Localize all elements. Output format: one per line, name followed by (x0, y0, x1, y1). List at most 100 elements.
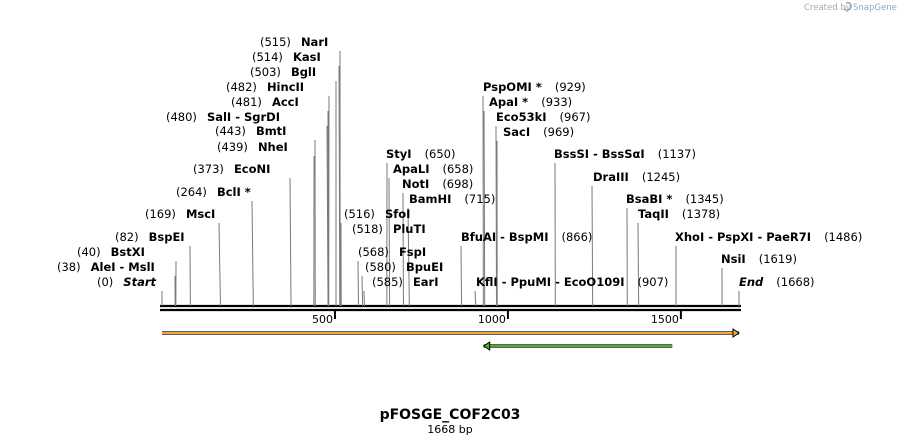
site-line-bcli (251, 200, 254, 307)
site-position: (40) (77, 245, 101, 259)
enzyme-name: StyI (386, 147, 412, 161)
site-line-econi (289, 177, 292, 307)
enzyme-name: XhoI - PspXI - PaeR7I (675, 230, 811, 244)
enzyme-name: BstXI (111, 245, 145, 259)
site-eari[interactable]: (585) EarI (372, 275, 439, 289)
site-bfuai-bspmi[interactable]: BfuAI - BspMI (866) (461, 230, 592, 244)
site-end[interactable]: End (1668) (739, 275, 815, 289)
site-xhoi-pspxi-paer7i[interactable]: XhoI - PspXI - PaeR7I (1486) (675, 230, 862, 244)
site-line-bamhi (407, 207, 410, 307)
enzyme-name: AccI (272, 95, 299, 109)
axis-tick-label: 1500 (651, 313, 679, 326)
site-econi[interactable]: (373) EcoNI (193, 162, 270, 176)
site-bsssi-bsss-i[interactable]: BssSI - BssSαI (1137) (554, 147, 696, 161)
enzyme-name: DraIII (593, 170, 629, 184)
enzyme-name: EcoNI (234, 162, 270, 176)
site-position: (580) (365, 260, 396, 274)
enzyme-name: SfoI (385, 207, 410, 221)
site-position: (658) (443, 162, 474, 176)
enzyme-name: BmtI (256, 124, 287, 138)
site-position: (650) (425, 147, 456, 161)
credit-brand: SnapGene (853, 3, 897, 13)
site-acci[interactable]: (481) AccI (231, 95, 299, 109)
site-kfli-ppumi-ecoo109i[interactable]: KflI - PpuMI - EcoO109I (907) (476, 275, 668, 289)
site-position: (439) (217, 140, 248, 154)
site-bamhi[interactable]: BamHI (715) (409, 192, 495, 206)
site-taqii[interactable]: TaqII (1378) (638, 207, 720, 221)
enzyme-name: NheI (258, 140, 288, 154)
site-bcli[interactable]: (264) BclI * (176, 185, 251, 199)
site-position: (514) (252, 50, 283, 64)
enzyme-name: PspOMI * (483, 80, 542, 94)
site-position: (568) (358, 245, 389, 259)
enzyme-name: HincII (267, 80, 304, 94)
site-styi[interactable]: StyI (650) (386, 147, 456, 161)
site-position: (518) (352, 222, 383, 236)
site-alei-msli[interactable]: (38) AleI - MslI (57, 260, 155, 274)
site-noti[interactable]: NotI (698) (402, 177, 473, 191)
enzyme-name: SalI - SgrDI (207, 110, 280, 124)
site-hincii[interactable]: (482) HincII (226, 80, 304, 94)
site-position: (1137) (658, 147, 696, 161)
site-sfoi[interactable]: (516) SfoI (344, 207, 410, 221)
feature-arrow-icon (482, 341, 491, 351)
site-pspomi[interactable]: PspOMI * (929) (483, 80, 586, 94)
enzyme-name: ApaLI (393, 162, 430, 176)
orange-feature[interactable] (162, 328, 740, 338)
site-line-kfli-ppumi-ecoo109i (474, 290, 477, 307)
enzyme-name: KflI - PpuMI - EcoO109I (476, 275, 624, 289)
site-bgli[interactable]: (503) BglI (250, 65, 316, 79)
site-position: (1245) (642, 170, 680, 184)
site-pluti[interactable]: (518) PluTI (352, 222, 426, 236)
site-kasi[interactable]: (514) KasI (252, 50, 321, 64)
site-draiii[interactable]: DraIII (1245) (593, 170, 680, 184)
site-position: (82) (115, 230, 139, 244)
site-position: (0) (97, 275, 113, 289)
enzyme-name: MscI (186, 207, 215, 221)
site-bstxi[interactable]: (40) BstXI (77, 245, 145, 259)
site-eco53ki[interactable]: Eco53kI (967) (496, 110, 590, 124)
site-line-taqii (637, 222, 640, 307)
site-line-apai (483, 110, 486, 307)
site-bsabi[interactable]: BsaBI * (1345) (626, 192, 724, 206)
site-nari[interactable]: (515) NarI (260, 35, 328, 49)
site-msci[interactable]: (169) MscI (145, 207, 215, 221)
site-line-draiii (591, 185, 594, 307)
site-bpuei[interactable]: (580) BpuEI (365, 260, 443, 274)
enzyme-name: BglI (291, 65, 316, 79)
axis-tick-label: 1000 (478, 313, 506, 326)
enzyme-name: NsiI (721, 252, 746, 266)
credit-prefix: Created by (804, 3, 851, 13)
site-connectors (161, 50, 740, 307)
feature-arrow-icon (732, 328, 740, 338)
site-position: (169) (145, 207, 176, 221)
site-bspei[interactable]: (82) BspEI (115, 230, 185, 244)
site-position: (1378) (682, 207, 720, 221)
site-line-msci (218, 222, 221, 307)
site-apali[interactable]: ApaLI (658) (393, 162, 473, 176)
site-position: (969) (543, 125, 574, 139)
site-sali-sgrdi[interactable]: (480) SalI - SgrDI (166, 110, 280, 124)
site-labels: (0) Start (38) AleI - MslI(40) BstXI(82) BspE… (57, 35, 862, 289)
enzyme-name: Start (123, 275, 156, 289)
site-position: (516) (344, 207, 375, 221)
site-fspi[interactable]: (568) FspI (358, 245, 426, 259)
green-feature[interactable] (482, 341, 673, 351)
site-bmti[interactable]: (443) BmtI (215, 124, 286, 138)
site-nsii[interactable]: NsiI (1619) (721, 252, 797, 266)
enzyme-name: KasI (293, 50, 321, 64)
axis-ticks: 500 1000 1500 (312, 311, 682, 326)
site-apai[interactable]: ApaI * (933) (489, 95, 572, 109)
site-saci[interactable]: SacI (969) (503, 125, 574, 139)
site-position: (698) (442, 177, 473, 191)
enzyme-name: BfuAI - BspMI (461, 230, 548, 244)
site-position: (443) (215, 124, 246, 138)
site-position: (585) (372, 275, 403, 289)
site-start[interactable]: (0) Start (97, 275, 157, 289)
site-line-bfuai-bspmi (460, 245, 463, 307)
enzyme-name: NotI (402, 177, 429, 191)
site-position: (929) (555, 80, 586, 94)
enzyme-name: End (739, 275, 764, 289)
site-position: (480) (166, 110, 197, 124)
site-nhei[interactable]: (439) NheI (217, 140, 288, 154)
